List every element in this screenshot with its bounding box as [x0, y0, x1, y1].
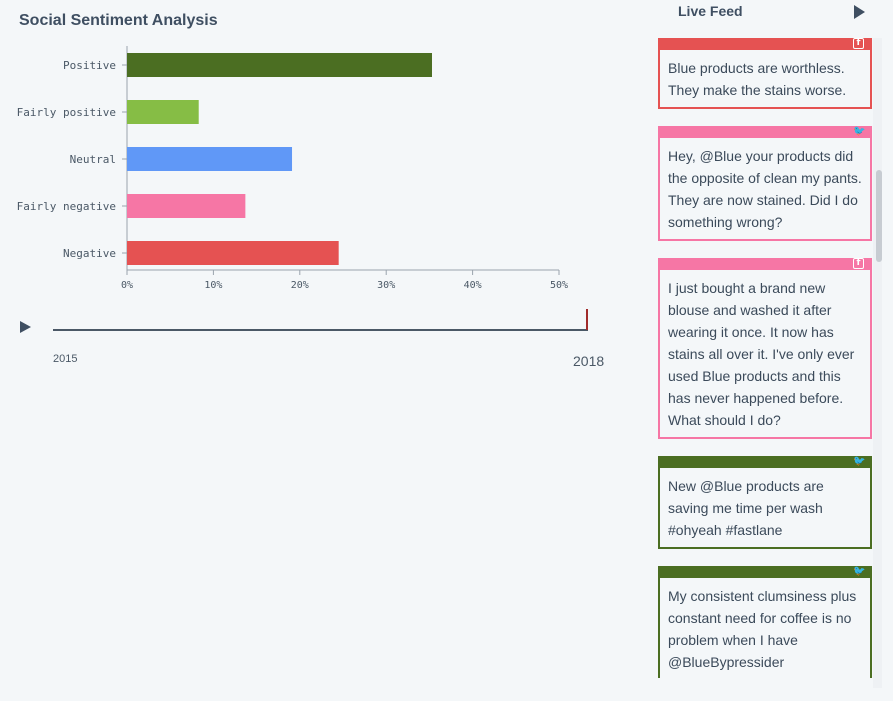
feed-scrollbar-track[interactable] [873, 38, 882, 688]
page-title: Social Sentiment Analysis [19, 12, 218, 29]
twitter-icon: 🐦 [853, 456, 866, 467]
bar-positive [127, 53, 432, 77]
feed-card-text: New @Blue products are saving me time pe… [658, 468, 872, 549]
category-label: Fairly positive [17, 106, 116, 119]
feed-card-text: Hey, @Blue your products did the opposit… [658, 138, 872, 241]
bar-negative [127, 241, 339, 265]
feed-card-header: 🐦 [658, 456, 872, 468]
timeline-handle[interactable] [586, 309, 588, 330]
bar-fairly-negative [127, 194, 246, 218]
timeline-track[interactable] [53, 329, 588, 331]
facebook-icon: f [853, 258, 864, 269]
live-feed-list[interactable]: f Blue products are worthless. They make… [658, 38, 872, 678]
live-feed-play-button[interactable] [854, 5, 865, 19]
timeline-end-year: 2018 [573, 353, 605, 369]
feed-card-text: I just bought a brand new blouse and was… [658, 270, 872, 439]
category-label: Negative [63, 247, 116, 260]
timeline-play-button[interactable] [20, 321, 31, 333]
feed-card-text: Blue products are worthless. They make t… [658, 50, 872, 109]
sentiment-bar-chart: 0% 10% 20% 30% 40% 50% Positive Fairly positive… [17, 46, 568, 291]
twitter-icon: 🐦 [853, 126, 866, 137]
x-tick-label: 30% [377, 280, 395, 291]
feed-card: 🐦 My consistent clumsiness plus constant… [658, 566, 872, 678]
x-tick-label: 0% [121, 280, 133, 291]
x-tick-label: 50% [550, 280, 568, 291]
twitter-icon: 🐦 [853, 566, 866, 577]
bar-neutral [127, 147, 293, 171]
feed-card-header: 🐦 [658, 566, 872, 578]
feed-card: f I just bought a brand new blouse and w… [658, 258, 872, 439]
x-tick-label: 40% [464, 280, 482, 291]
feed-scrollbar-thumb[interactable] [876, 170, 882, 262]
feed-card: f Blue products are worthless. They make… [658, 38, 872, 109]
facebook-icon: f [853, 38, 864, 49]
feed-card-text: My consistent clumsiness plus constant n… [658, 578, 872, 678]
feed-card: 🐦 Hey, @Blue your products did the oppos… [658, 126, 872, 241]
bar-fairly-positive [127, 100, 199, 124]
x-tick-label: 10% [204, 280, 222, 291]
x-tick-label: 20% [291, 280, 309, 291]
feed-card-header: 🐦 [658, 126, 872, 138]
feed-card-header: f [658, 258, 872, 270]
category-label: Neutral [70, 153, 116, 166]
timeline-start-year: 2015 [53, 353, 78, 365]
category-label: Positive [63, 59, 116, 72]
category-label: Fairly negative [17, 200, 116, 213]
feed-card-header: f [658, 38, 872, 50]
live-feed-header: Live Feed [678, 3, 743, 19]
feed-card: 🐦 New @Blue products are saving me time … [658, 456, 872, 549]
